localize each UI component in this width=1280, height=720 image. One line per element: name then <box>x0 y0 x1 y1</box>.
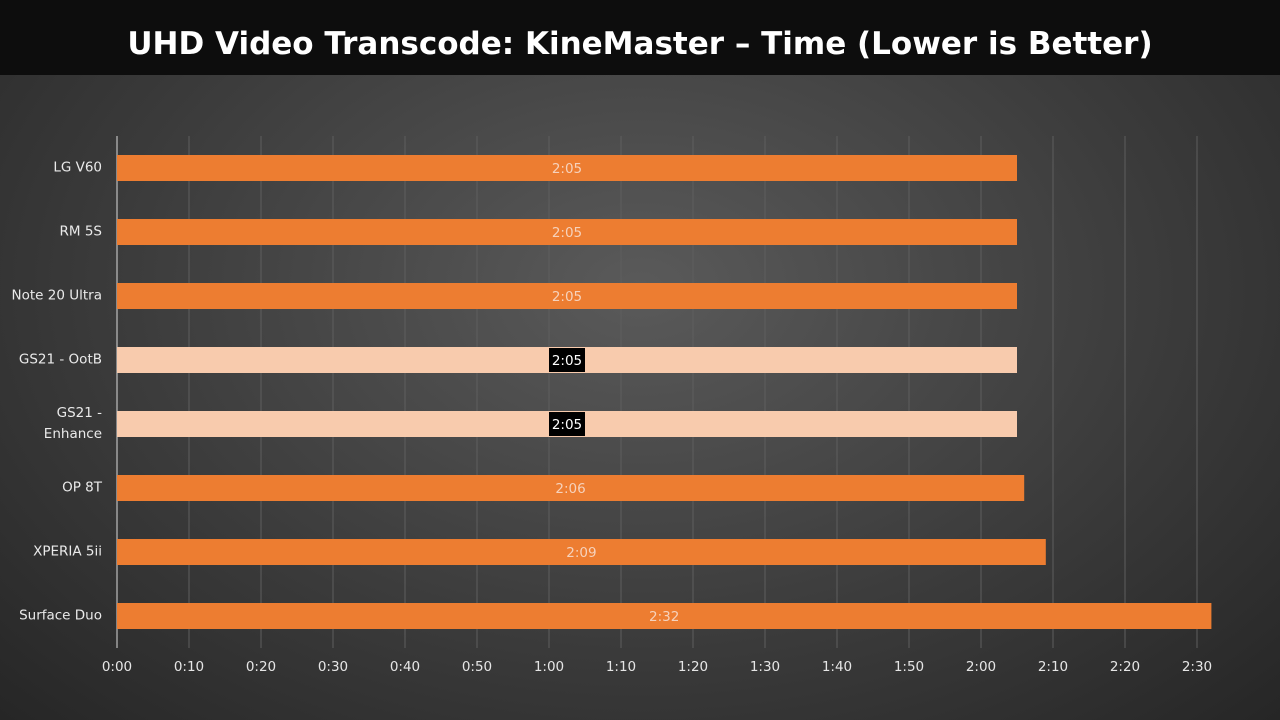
x-tick-label: 1:30 <box>750 659 780 675</box>
value-label: 2:05 <box>552 225 582 241</box>
x-tick-label: 1:50 <box>894 659 924 675</box>
grid <box>188 136 1198 648</box>
x-tick-label: 2:00 <box>966 659 996 675</box>
value-label: 2:05 <box>552 289 582 305</box>
y-tick-label: LG V60 <box>53 159 102 176</box>
value-label: 2:06 <box>555 481 585 497</box>
x-tick-label: 1:40 <box>822 659 852 675</box>
value-label: 2:05 <box>552 417 582 433</box>
title-bar <box>0 0 1280 75</box>
x-tick-label: 0:10 <box>174 659 204 675</box>
y-tick-label: GS21 - OotB <box>18 351 102 368</box>
x-tick-label: 2:10 <box>1038 659 1068 675</box>
bar <box>117 155 1017 181</box>
x-tick-label: 0:50 <box>462 659 492 675</box>
value-label-box <box>549 348 585 372</box>
x-tick-label: 1:00 <box>534 659 564 675</box>
y-tick-label: Note 20 Ultra <box>11 287 102 304</box>
x-tick-label: 0:20 <box>246 659 276 675</box>
value-label-box <box>549 412 585 436</box>
x-tick-label: 1:10 <box>606 659 636 675</box>
x-tick-label: 2:20 <box>1110 659 1140 675</box>
value-label: 2:32 <box>649 609 679 625</box>
x-tick-label: 0:40 <box>390 659 420 675</box>
y-tick-label: RM 5S <box>59 223 102 240</box>
x-tick-label: 0:30 <box>318 659 348 675</box>
chart-title: UHD Video Transcode: KineMaster – Time (… <box>127 26 1153 62</box>
x-tick-label: 0:00 <box>102 659 132 675</box>
value-label: 2:05 <box>552 161 582 177</box>
bar <box>117 475 1025 501</box>
x-tick-label: 1:20 <box>678 659 708 675</box>
bar <box>117 283 1017 309</box>
y-tick-label: Surface Duo <box>19 607 102 624</box>
y-tick-label: GS21 - Enhance <box>43 405 102 442</box>
y-tick-label: OP 8T <box>62 479 102 496</box>
value-label: 2:05 <box>552 353 582 369</box>
bar <box>117 539 1046 565</box>
x-tick-label: 2:30 <box>1182 659 1212 675</box>
bar <box>117 603 1212 629</box>
bar <box>117 219 1017 245</box>
y-tick-label: XPERIA 5ii <box>33 543 102 560</box>
value-label: 2:09 <box>566 545 596 561</box>
